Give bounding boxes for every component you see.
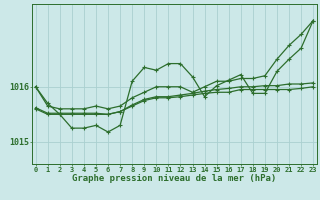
X-axis label: Graphe pression niveau de la mer (hPa): Graphe pression niveau de la mer (hPa) xyxy=(72,174,276,183)
